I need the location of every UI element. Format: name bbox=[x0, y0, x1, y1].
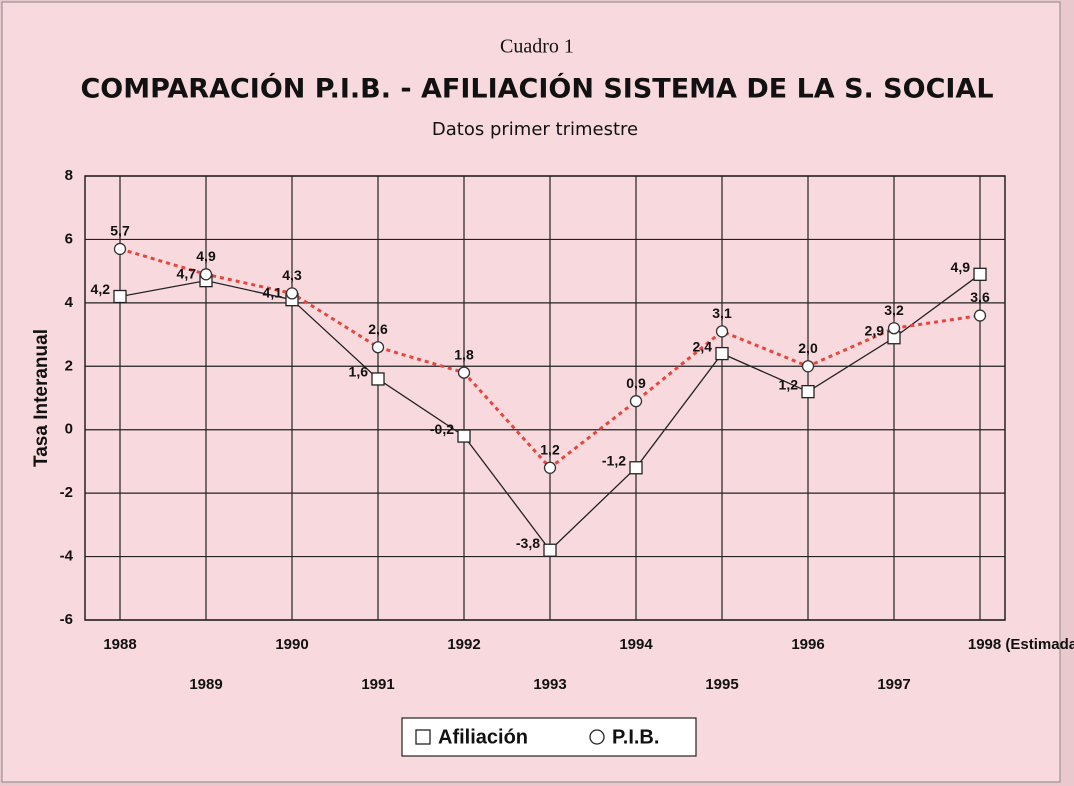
point-square bbox=[801, 385, 815, 399]
y-tick-label: -6 bbox=[60, 611, 73, 628]
value-label: 0,9 bbox=[626, 375, 646, 391]
y-tick-label: -2 bbox=[60, 484, 73, 501]
value-label: -0,2 bbox=[430, 421, 454, 437]
value-label: 1,2 bbox=[779, 376, 799, 392]
point-circle bbox=[113, 242, 127, 256]
y-tick-label: 0 bbox=[65, 421, 73, 438]
value-label: 1,6 bbox=[349, 364, 369, 380]
value-label: 2,4 bbox=[693, 338, 713, 354]
value-label: 4,7 bbox=[177, 265, 197, 281]
point-circle bbox=[629, 395, 643, 408]
value-label: -1,2 bbox=[602, 452, 626, 468]
value-label: 2,6 bbox=[368, 321, 388, 337]
point-circle bbox=[715, 325, 729, 338]
point-circle bbox=[371, 341, 385, 354]
point-circle bbox=[199, 268, 213, 281]
point-circle bbox=[285, 287, 299, 300]
value-label: 4,9 bbox=[196, 248, 216, 264]
point-square bbox=[629, 461, 643, 475]
point-circle bbox=[543, 461, 557, 474]
point-square bbox=[457, 429, 471, 443]
point-square bbox=[973, 267, 987, 281]
value-label: 4,2 bbox=[91, 281, 111, 297]
point-circle bbox=[973, 309, 987, 322]
value-label: 4,9 bbox=[951, 259, 971, 275]
value-label: 3,2 bbox=[884, 302, 904, 318]
x-tick-label: 1988 bbox=[103, 636, 136, 653]
value-label: 5,7 bbox=[110, 223, 130, 239]
point-circle bbox=[457, 366, 471, 379]
y-tick-label: 2 bbox=[65, 357, 73, 374]
legend-label: Afiliación bbox=[438, 726, 528, 748]
x-tick-label: 1991 bbox=[361, 676, 394, 693]
value-label: 1,8 bbox=[454, 346, 474, 362]
point-circle bbox=[887, 322, 901, 335]
point-square bbox=[113, 289, 127, 304]
value-label: 2,0 bbox=[798, 340, 818, 356]
x-tick-label: 1997 bbox=[877, 676, 910, 693]
value-label: 3,6 bbox=[970, 289, 990, 305]
value-label: 1,2 bbox=[540, 441, 560, 457]
y-tick-label: 4 bbox=[65, 294, 74, 311]
point-circle bbox=[801, 360, 815, 373]
value-label: 4,1 bbox=[263, 284, 283, 300]
legend-symbol bbox=[415, 729, 431, 745]
x-tick-label: 1994 bbox=[619, 636, 653, 653]
x-tick-label: 1996 bbox=[791, 636, 824, 653]
point-square bbox=[543, 543, 557, 557]
supertitle: Cuadro 1 bbox=[500, 36, 574, 58]
x-tick-label: 1995 bbox=[705, 676, 738, 693]
value-label: -3,8 bbox=[516, 535, 540, 551]
point-square bbox=[715, 346, 729, 361]
subtitle: Datos primer trimestre bbox=[432, 119, 638, 140]
chart-title: COMPARACIÓN P.I.B. - AFILIACIÓN SISTEMA … bbox=[80, 73, 993, 105]
value-label: 2,9 bbox=[865, 322, 885, 338]
x-tick-label: 1992 bbox=[447, 636, 480, 653]
legend-label: P.I.B. bbox=[612, 726, 659, 748]
value-label: 4,3 bbox=[282, 267, 302, 283]
x-tick-label: 1990 bbox=[275, 636, 308, 653]
point-square bbox=[371, 372, 385, 386]
legend-symbol bbox=[589, 729, 605, 745]
legend-box bbox=[401, 717, 697, 757]
value-label: 3,1 bbox=[712, 305, 732, 321]
y-tick-label: 8 bbox=[65, 167, 73, 184]
x-tick-label: 1998 (Estimada) bbox=[968, 636, 1074, 653]
x-tick-label: 1993 bbox=[533, 676, 566, 693]
y-axis-label: Tasa Interanual bbox=[31, 329, 52, 467]
y-tick-label: 6 bbox=[65, 230, 73, 247]
y-tick-label: -4 bbox=[60, 548, 74, 565]
x-tick-label: 1989 bbox=[189, 676, 222, 693]
